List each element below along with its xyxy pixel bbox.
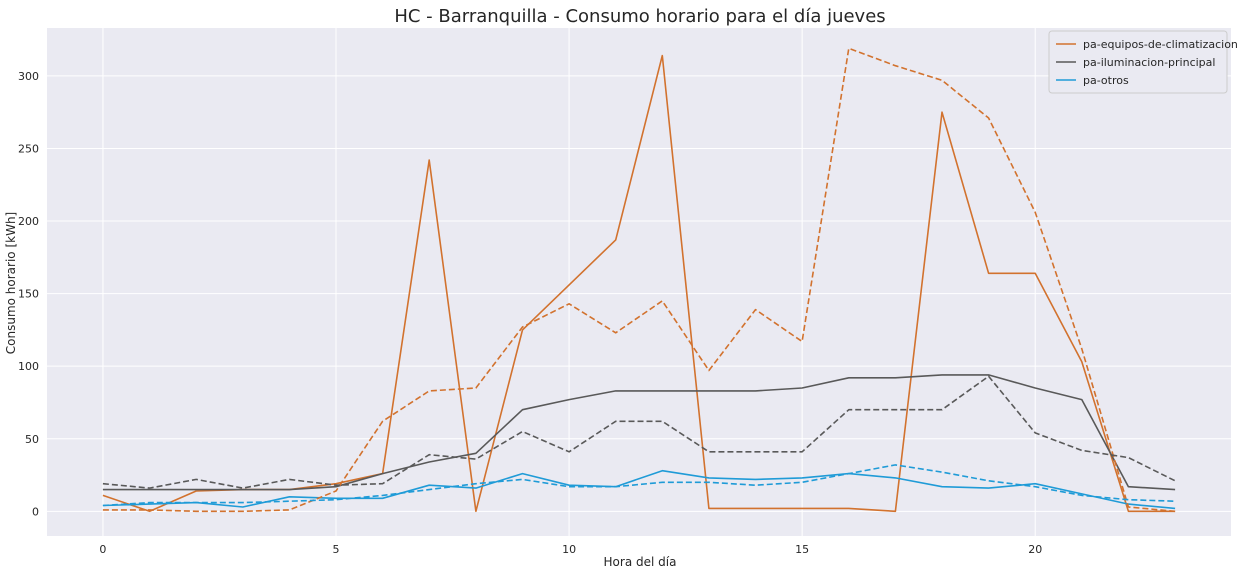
y-tick-label: 150	[18, 288, 39, 301]
y-tick-label: 0	[32, 505, 39, 518]
grid-lines	[47, 28, 1231, 536]
x-tick-label: 0	[99, 543, 106, 556]
y-tick-label: 200	[18, 215, 39, 228]
series-line-dashed-4	[102, 375, 1176, 489]
y-tick-label: 300	[18, 70, 39, 83]
legend-label: pa-iluminacion-principal	[1083, 56, 1215, 69]
legend-box	[1048, 30, 1228, 94]
x-tick-label: 15	[795, 543, 809, 556]
y-tick-label: 50	[25, 433, 39, 446]
x-tick-label: 20	[1028, 543, 1042, 556]
y-axis-label: Consumo horario [kWh]	[4, 212, 18, 354]
x-axis-label: Hora del día	[604, 555, 677, 569]
x-tick-label: 10	[562, 543, 576, 556]
plot-area	[47, 28, 1231, 536]
chart-title: HC - Barranquilla - Consumo horario para…	[394, 6, 885, 27]
legend: pa-equipos-de-climatizacion pa-iluminacio…	[1048, 30, 1238, 94]
y-tick-label: 100	[18, 360, 39, 373]
series-line-pa-iluminacion-principal	[102, 374, 1176, 491]
series-lines	[102, 47, 1176, 513]
legend-label: pa-equipos-de-climatizacion	[1083, 38, 1238, 51]
x-tick-label: 5	[333, 543, 340, 556]
series-line-pa-otros	[102, 469, 1176, 510]
y-tick-label: 250	[18, 142, 39, 155]
legend-label: pa-otros	[1083, 74, 1129, 87]
series-line-dashed-3	[102, 47, 1176, 513]
